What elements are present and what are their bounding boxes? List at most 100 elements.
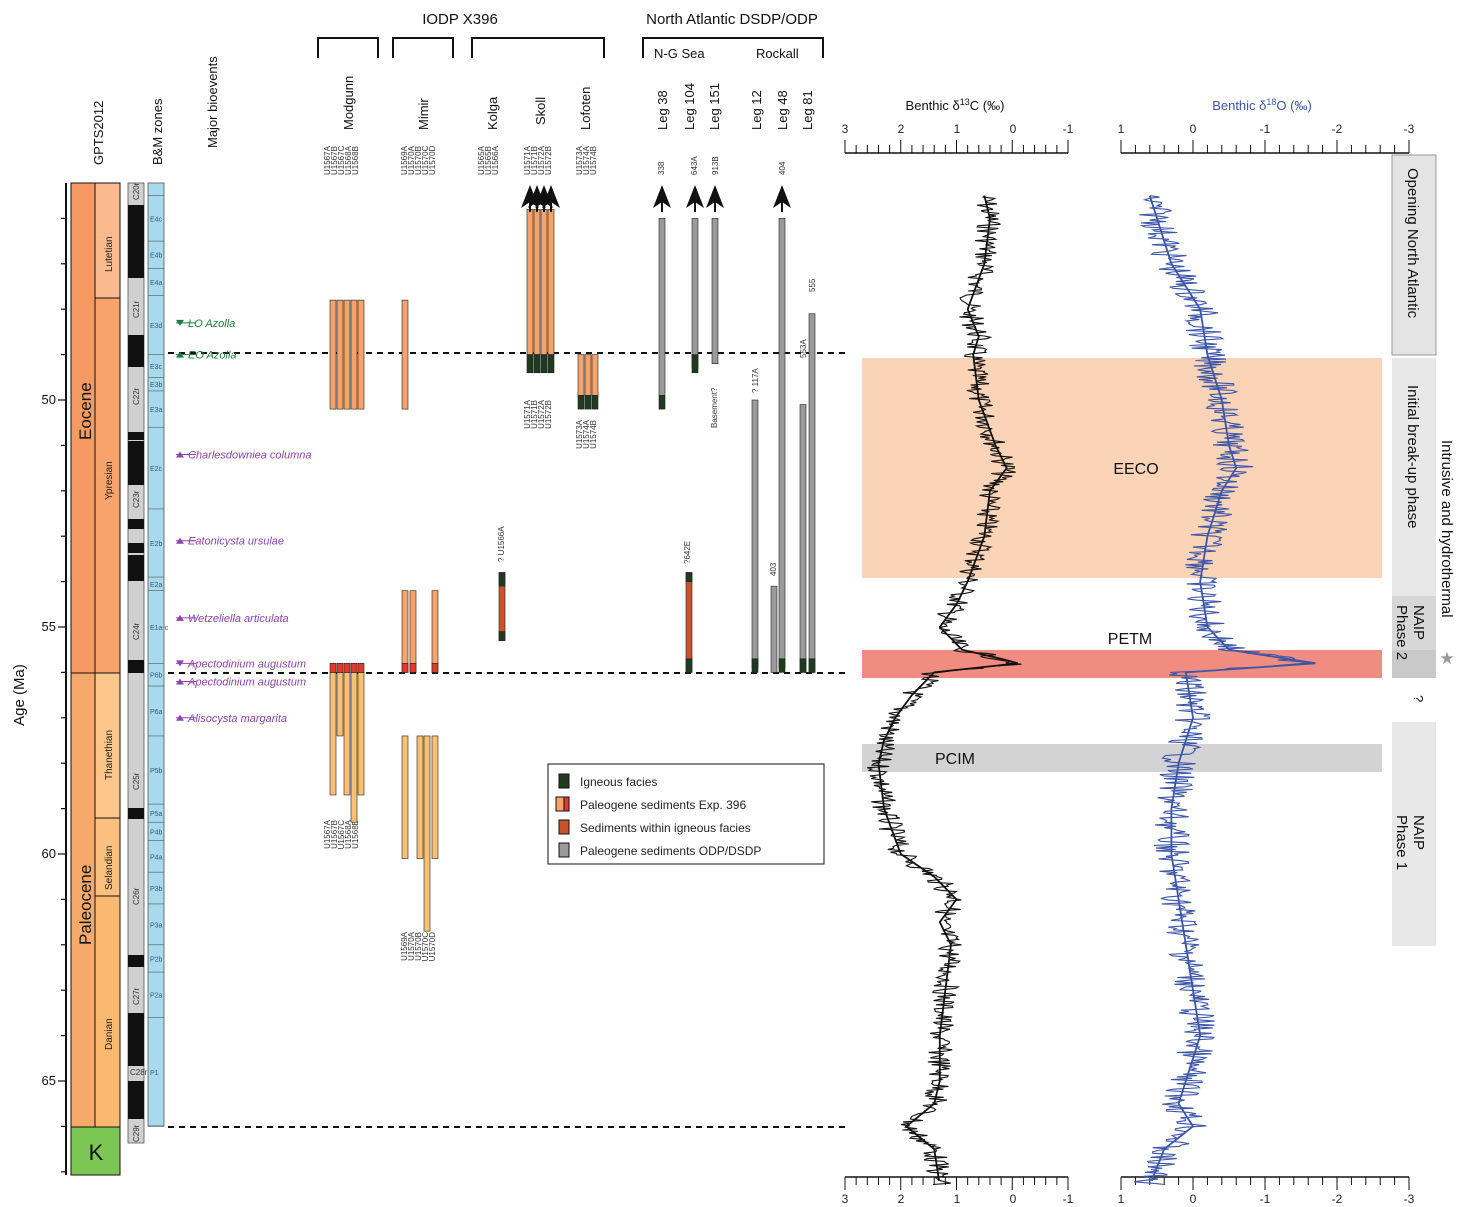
core-segment: [751, 399, 759, 669]
zone-label: P6b: [150, 673, 163, 680]
epoch-eocene: Eocene: [76, 382, 95, 440]
core-segment: [343, 663, 351, 673]
core-segment: [584, 395, 592, 410]
hole-label: U1567C: [337, 820, 346, 850]
hole-label: U1572A: [537, 145, 546, 175]
phase-intrusive: Intrusive and hydrothermal: [1438, 440, 1455, 618]
stage-column: Lutetian Ypresian Thanethian Selandian D…: [94, 182, 121, 1128]
hole-label: U1571B: [530, 146, 539, 175]
hole-label: U1570B: [414, 146, 423, 175]
core-segment: [808, 313, 816, 673]
core-segment: [431, 590, 439, 673]
zone-label: E4c: [150, 216, 163, 223]
hole-label: ? U1566A: [497, 526, 506, 562]
zone-label: E1a-c: [150, 625, 169, 632]
bm-zone-column: E4c E4b E4a E3d E3c E3b E3a E2c E2b E2a E1a-c P6b P6…: [147, 182, 169, 1127]
core-segment: [547, 354, 555, 374]
bioevent-label: EO Azolla: [188, 350, 237, 362]
chron-c28r: C28r: [130, 1068, 148, 1077]
legend-igneous: Igneous facies: [580, 775, 657, 789]
group-kolga: Kolga: [485, 96, 500, 130]
bioevent-label: Eatonicysta ursulae: [188, 536, 284, 548]
stage-selandian: Selandian: [104, 846, 115, 890]
hole-label: 403: [769, 562, 778, 576]
legend-odp-dsdp: Paleogene sediments ODP/DSDP: [580, 844, 761, 858]
zone-label: P5a: [150, 811, 163, 818]
hole-label: 643A: [690, 156, 699, 175]
core-segment: [431, 735, 439, 859]
zone-label: E4a: [150, 280, 163, 287]
hole-label: U1569A: [400, 145, 409, 175]
core-segment: [401, 299, 409, 410]
phase-panel: Opening North Atlantic Initial break-up …: [1391, 154, 1455, 946]
core-segment: [357, 672, 365, 796]
core-segment: [584, 354, 592, 396]
core-segment: [658, 218, 666, 396]
zone-label: E2b: [150, 541, 163, 548]
leg-12: Leg 12: [749, 90, 764, 130]
leg-81: Leg 81: [800, 90, 815, 130]
hole-label: U1567A: [323, 819, 332, 849]
phase-opening: Opening North Atlantic: [1404, 168, 1421, 319]
core-segment: [336, 299, 344, 410]
hole-label: U1574B: [589, 420, 598, 449]
core-segment: [329, 299, 337, 410]
core-segment: [526, 209, 534, 355]
core-segment: [343, 672, 351, 796]
core-segment: [350, 299, 358, 410]
hole-label: 404: [778, 161, 787, 175]
hole-label: U1570D: [428, 145, 437, 175]
iodp-header: IODP X396 North Atlantic DSDP/ODP N-G Se…: [317, 11, 824, 61]
core-segment: [409, 663, 417, 673]
zone-label: P1: [150, 1070, 159, 1077]
hole-label: U1574A: [582, 419, 591, 449]
legend-sediments-exp: Paleogene sediments Exp. 396: [580, 798, 746, 812]
d13c-btick-2: 2: [898, 1192, 905, 1206]
bioevents: LO Azolla EO Azolla Charlesdowniea columna…: [176, 318, 312, 725]
core-segment: [498, 572, 506, 587]
age-tick-65: 65: [42, 1073, 56, 1088]
hole-label: U1573A: [575, 145, 584, 175]
eeco-band: [862, 358, 1382, 578]
zone-label: E3c: [150, 364, 163, 371]
zone-label: P3b: [150, 886, 163, 893]
bioevent-label: Wetzeliella articulata: [188, 613, 289, 625]
zone-label: P4a: [150, 854, 163, 861]
d18o-btick-m2: -2: [1332, 1192, 1343, 1206]
arrow-up-icon: [773, 185, 791, 208]
phase-naip2: NAIPPhase 2: [1393, 605, 1427, 660]
legend-sediments-igneous: Sediments within igneous facies: [580, 821, 751, 835]
hole-label: 913B: [711, 156, 720, 175]
hole-label: U1568B: [351, 146, 360, 175]
chron-c27r: C27r: [132, 987, 141, 1005]
core-segment: [329, 672, 337, 796]
hole-label: U1567C: [337, 145, 346, 175]
core-segment: [658, 395, 666, 410]
core-segment: [336, 672, 344, 737]
bioevent-label: Alisocysta margarita: [187, 713, 287, 725]
hole-label: U1567B: [330, 820, 339, 849]
d18o-tick-m3: -3: [1404, 122, 1415, 136]
hole-label: U1571A: [523, 399, 532, 429]
core-segment: [691, 218, 699, 369]
hole-label: U1570B: [414, 932, 423, 961]
core-segment: [533, 209, 541, 355]
hole-label: U1570C: [421, 145, 430, 175]
core-segment: [357, 663, 365, 673]
hole-label: U1570D: [428, 932, 437, 962]
zone-label: P5b: [150, 768, 163, 775]
core-segment: [350, 663, 358, 673]
legend: Igneous facies Paleogene sediments Exp. …: [547, 763, 825, 865]
d18o-btick-0: 0: [1190, 1192, 1197, 1206]
stage-ypresian: Ypresian: [104, 461, 115, 500]
chron-c21r: C21r: [132, 300, 141, 318]
core-segment: [533, 354, 541, 374]
hole-label: U1567B: [330, 146, 339, 175]
age-axis: Age (Ma) 50 55 60 65: [11, 183, 67, 1175]
phase-initial: Initial break-up phase: [1404, 385, 1421, 528]
core-segment: [336, 663, 344, 673]
arrow-up-icon: [706, 185, 724, 208]
phase-naip1: NAIPPhase 1: [1393, 815, 1427, 870]
group-skoll: Skoll: [533, 97, 548, 125]
